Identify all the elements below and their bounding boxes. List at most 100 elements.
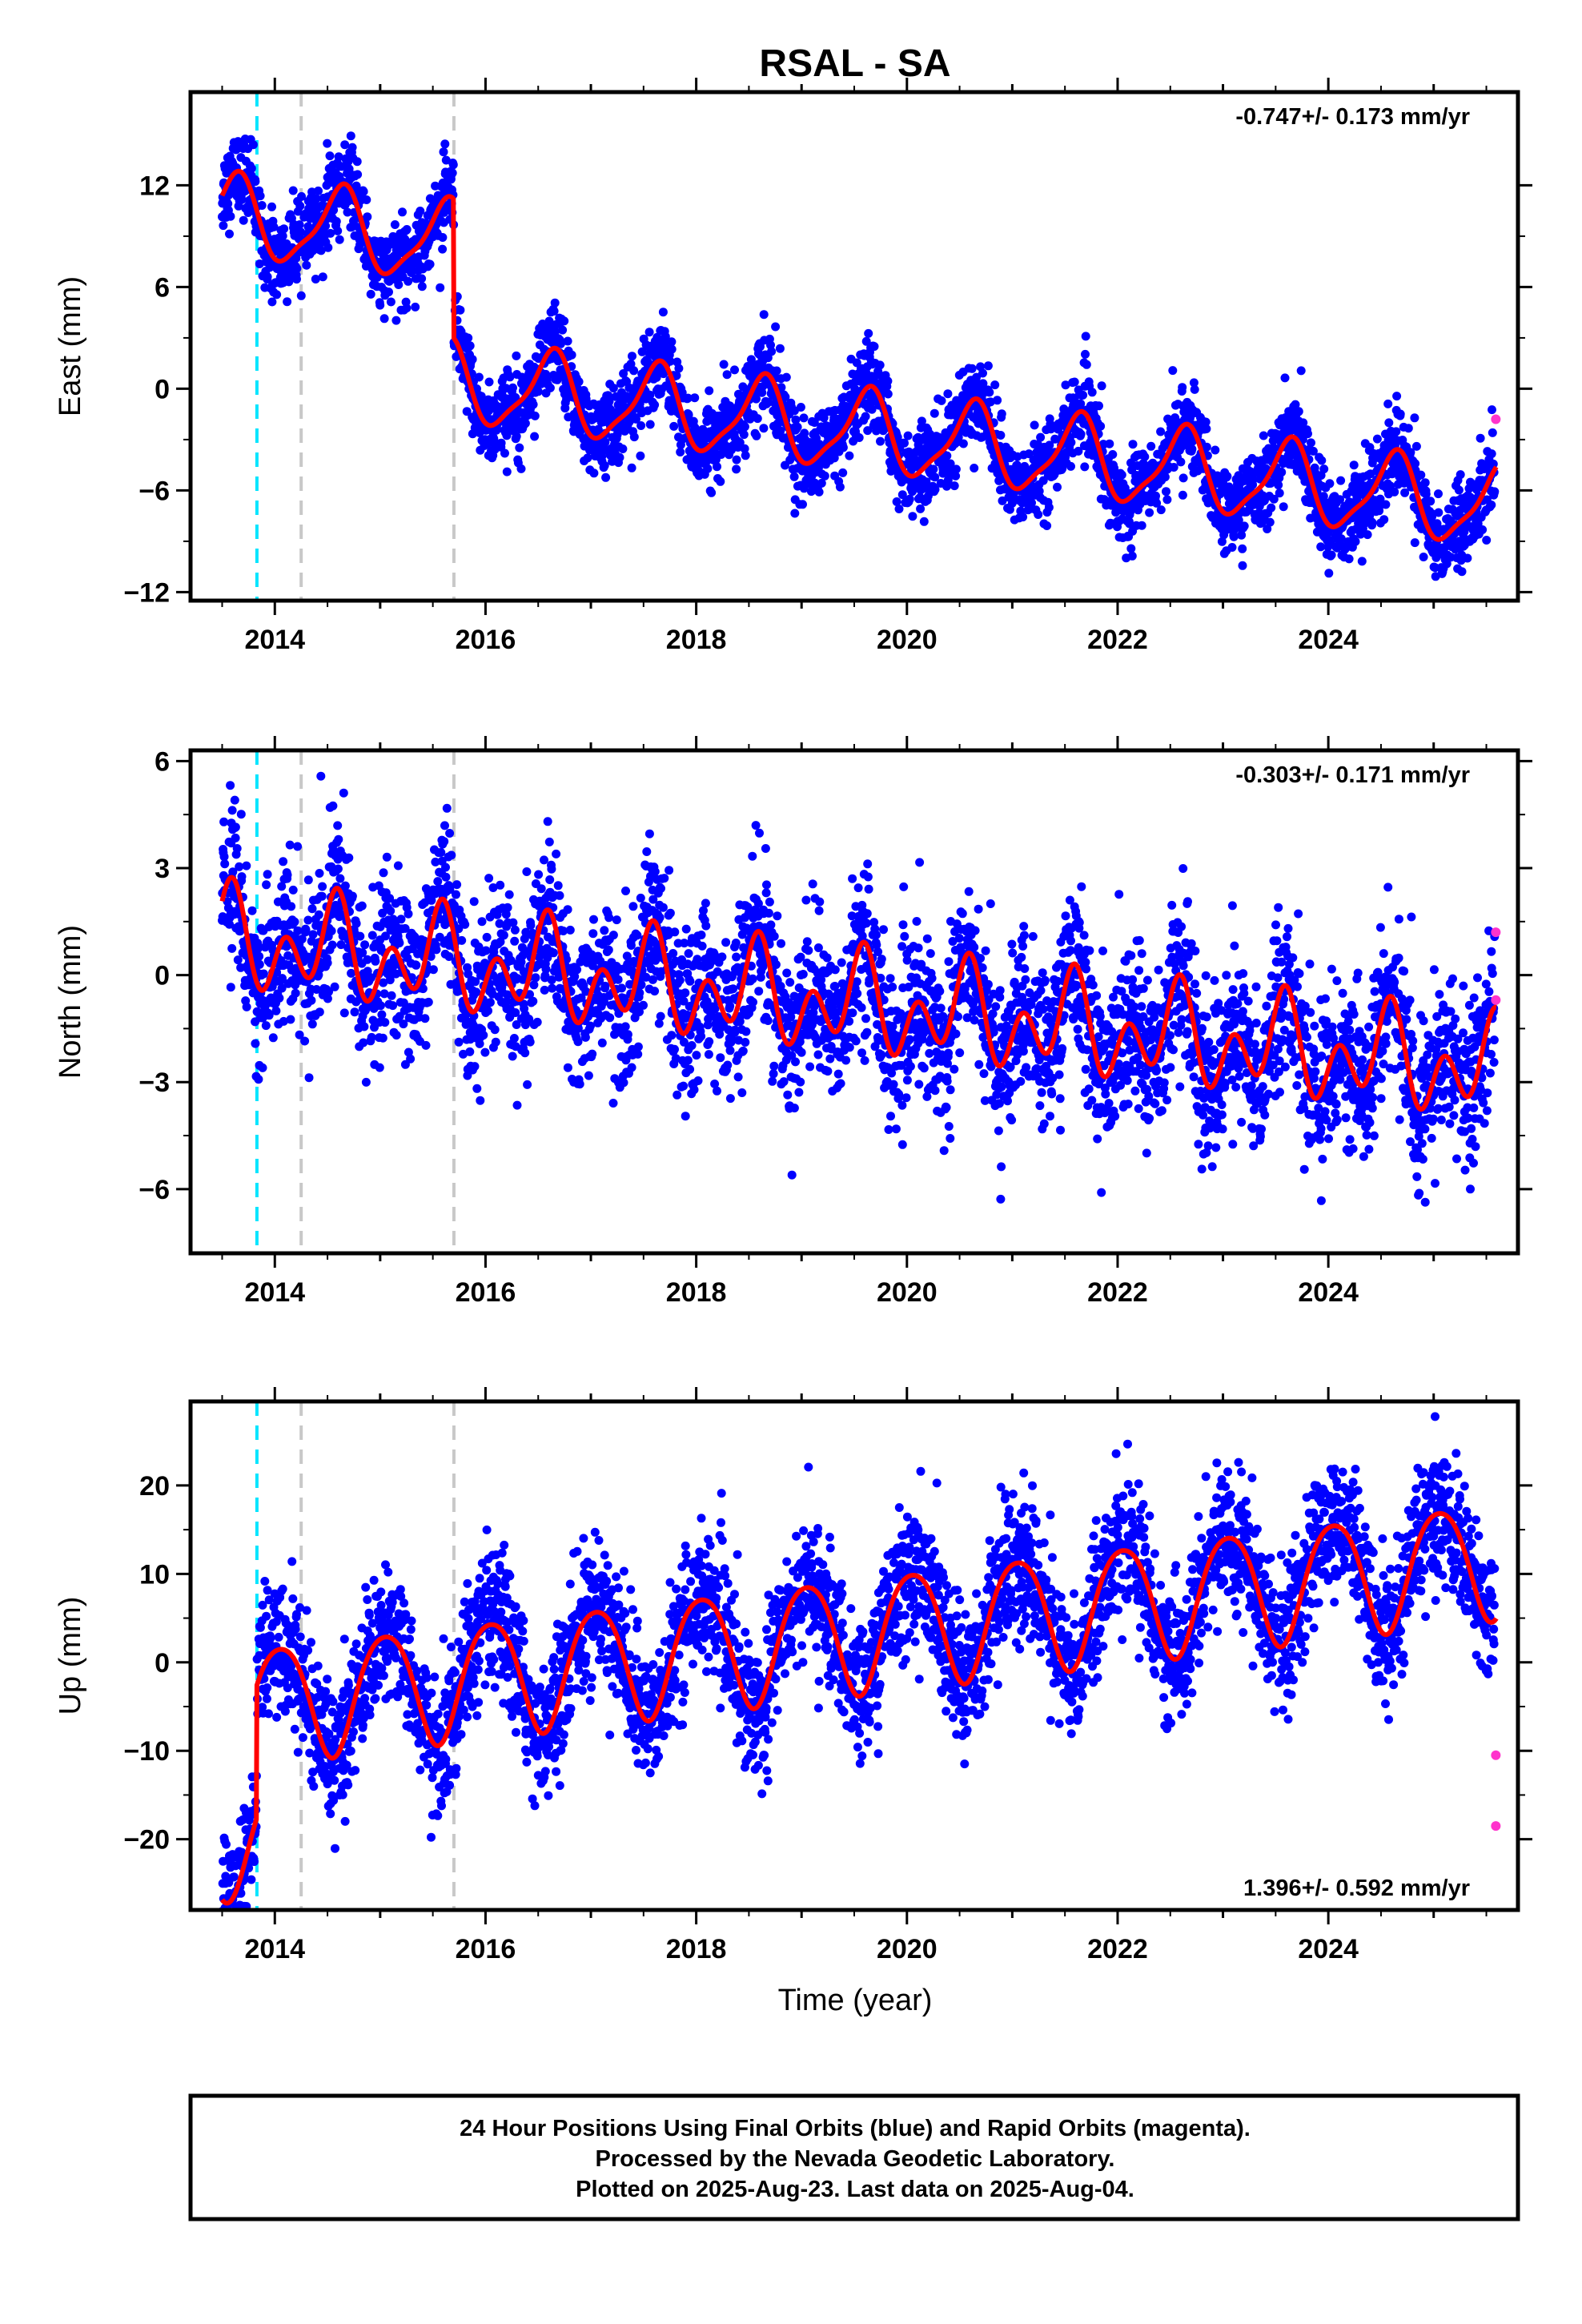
data-point	[311, 275, 320, 283]
data-point	[986, 397, 995, 407]
data-point	[1344, 554, 1354, 564]
data-point	[230, 795, 239, 805]
data-point	[225, 919, 234, 929]
data-point	[233, 955, 243, 965]
data-point	[1211, 445, 1220, 455]
data-point	[1294, 407, 1303, 416]
data-point	[741, 451, 750, 460]
data-point	[567, 350, 576, 360]
data-point	[1076, 429, 1086, 439]
data-point	[425, 259, 435, 269]
data-point	[275, 993, 284, 1003]
data-point	[237, 872, 247, 882]
data-point	[263, 272, 272, 282]
data-point	[391, 1031, 401, 1040]
data-point	[480, 1047, 490, 1057]
data-point	[286, 1015, 295, 1024]
data-point	[325, 151, 335, 161]
data-point	[752, 431, 761, 440]
data-point	[335, 235, 344, 244]
data-point	[1162, 495, 1172, 505]
data-point	[1488, 405, 1496, 415]
data-point	[269, 222, 279, 231]
data-point	[512, 351, 521, 360]
data-point	[545, 875, 555, 884]
y-tick-label: −6	[139, 476, 170, 506]
data-point	[465, 1047, 475, 1056]
data-point	[1454, 485, 1464, 495]
data-point	[1325, 479, 1335, 489]
data-point	[1383, 399, 1393, 408]
data-point	[353, 170, 363, 179]
data-point	[395, 939, 404, 947]
data-point	[759, 424, 769, 433]
data-point	[1248, 475, 1258, 485]
data-point	[1234, 516, 1243, 525]
data-point	[626, 360, 636, 368]
data-point	[1076, 399, 1086, 408]
data-point	[1178, 473, 1188, 483]
data-point	[261, 1021, 271, 1031]
data-point	[1442, 559, 1452, 569]
data-point	[798, 500, 807, 509]
data-point	[472, 1084, 482, 1093]
data-point	[323, 994, 332, 1003]
data-point	[436, 848, 446, 857]
data-point	[327, 940, 337, 950]
data-point	[404, 276, 413, 286]
data-point	[220, 859, 230, 869]
data-point	[558, 325, 568, 335]
data-point	[428, 965, 438, 975]
data-point	[1336, 534, 1346, 544]
data-point	[510, 936, 520, 946]
data-point	[551, 327, 560, 336]
data-point	[1327, 550, 1336, 560]
data-point	[436, 283, 445, 292]
data-point	[359, 187, 368, 196]
data-point	[636, 451, 645, 460]
data-point	[672, 371, 681, 380]
final-orbit-points	[218, 771, 1500, 1207]
data-point	[829, 453, 839, 463]
data-point	[864, 328, 873, 338]
data-point	[292, 263, 302, 273]
data-point	[227, 806, 237, 815]
data-point	[247, 906, 257, 915]
y-tick-label: 12	[139, 171, 170, 201]
data-point	[334, 152, 343, 162]
data-point	[323, 243, 333, 252]
data-point	[318, 882, 327, 891]
data-point	[491, 1037, 500, 1047]
data-point	[665, 356, 675, 366]
data-point	[504, 890, 514, 899]
data-point	[296, 291, 306, 300]
data-point	[1335, 495, 1344, 505]
final-orbit-points	[218, 131, 1500, 581]
data-point	[929, 464, 938, 474]
data-point	[1487, 501, 1496, 509]
data-point	[351, 181, 361, 191]
data-point	[1036, 432, 1046, 442]
data-point	[790, 509, 800, 518]
data-point	[323, 958, 332, 967]
data-point	[1487, 449, 1496, 459]
data-point	[379, 868, 388, 878]
data-point	[644, 328, 654, 337]
data-point	[377, 1010, 387, 1019]
data-point	[997, 409, 1006, 419]
data-point	[1336, 476, 1346, 485]
data-point	[476, 392, 486, 401]
data-point	[454, 1037, 464, 1047]
data-point	[943, 389, 953, 399]
data-point	[344, 853, 354, 862]
data-point	[236, 810, 246, 819]
data-point	[752, 394, 761, 404]
data-point	[930, 472, 940, 482]
data-point	[460, 919, 470, 929]
data-point	[549, 307, 559, 316]
data-point	[1420, 478, 1430, 488]
data-point	[1351, 537, 1360, 546]
data-point	[441, 872, 451, 882]
data-point	[689, 416, 698, 426]
data-point	[255, 959, 264, 969]
